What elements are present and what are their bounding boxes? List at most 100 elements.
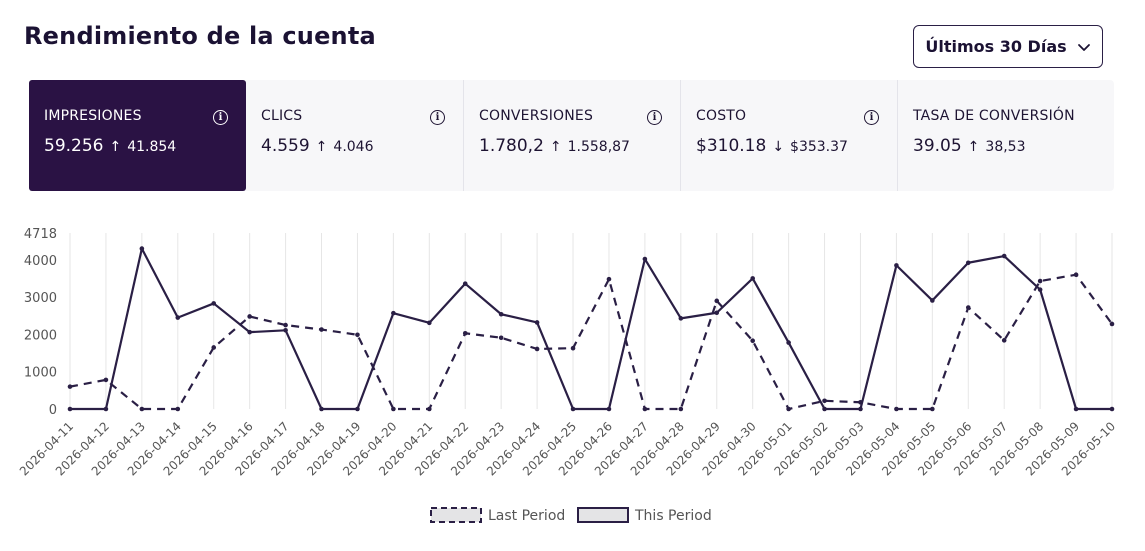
metrics-bar: IMPRESIONES 59.256 ↑ 41.854 i CLICS 4.55…: [29, 80, 1114, 191]
last-period-point: [786, 406, 791, 412]
last-period-point: [678, 406, 684, 412]
this-period-point: [642, 256, 648, 262]
this-period-point: [750, 276, 755, 281]
y-tick-label: 0: [49, 403, 57, 418]
this-period-point: [498, 311, 504, 317]
metric-card-conversion-rate[interactable]: TASA DE CONVERSIÓN 39.05 ↑ 38,53: [898, 80, 1114, 191]
this-period-point: [139, 246, 145, 251]
this-period-point: [1073, 406, 1079, 412]
last-period-point: [355, 332, 360, 338]
y-tick-label: 1000: [24, 366, 57, 381]
this-period-point: [822, 406, 827, 412]
info-icon[interactable]: i: [430, 110, 445, 125]
metric-value: $310.18: [696, 136, 767, 156]
last-period-point: [965, 305, 971, 310]
metric-card-impressions[interactable]: IMPRESIONES 59.256 ↑ 41.854 i: [29, 80, 246, 191]
this-period-point: [427, 320, 432, 326]
trend-down-icon: ↓: [772, 139, 785, 155]
metric-previous-value: 1.558,87: [567, 139, 630, 155]
metric-label: CLICS: [261, 108, 303, 124]
last-period-point: [930, 406, 935, 412]
last-period-point: [103, 377, 109, 383]
last-period-point: [1073, 272, 1079, 278]
last-period-point: [570, 345, 576, 351]
last-period-point: [247, 314, 252, 319]
page-title: Rendimiento de la cuenta: [24, 22, 376, 50]
this-period-line: [70, 247, 1112, 411]
this-period-point: [319, 406, 324, 412]
last-period-point: [1001, 338, 1007, 343]
this-period-point: [714, 310, 720, 316]
metric-card-clicks[interactable]: CLICS 4.559 ↑ 4.046 i: [246, 80, 464, 191]
date-range-label: Últimos 30 Días: [925, 37, 1067, 56]
metric-label: TASA DE CONVERSIÓN: [913, 108, 1075, 124]
metric-label: CONVERSIONES: [479, 108, 594, 124]
this-period-point: [391, 310, 396, 316]
last-period-point: [67, 384, 73, 389]
legend-swatch: [430, 507, 482, 523]
metric-card-conversions[interactable]: CONVERSIONES 1.780,2 ↑ 1.558,87 i: [464, 80, 681, 191]
last-period-point: [534, 346, 540, 352]
last-period-point: [822, 398, 827, 404]
last-period-point: [462, 330, 468, 336]
this-period-point: [930, 298, 935, 303]
last-period-line: [69, 273, 1113, 411]
this-period-point: [858, 406, 863, 412]
last-period-point: [1109, 321, 1115, 327]
this-period-point: [1109, 406, 1115, 412]
last-period-point: [1037, 278, 1043, 284]
last-period-point: [606, 276, 612, 282]
this-period-point: [175, 315, 181, 320]
legend-label: Last Period: [488, 508, 565, 524]
last-period-point: [391, 406, 396, 412]
legend-swatch: [577, 507, 629, 523]
this-period-point: [1001, 253, 1007, 259]
this-period-point: [570, 406, 576, 412]
trend-up-icon: ↑: [109, 139, 122, 155]
info-icon[interactable]: i: [864, 110, 879, 125]
last-period-point: [175, 406, 181, 412]
last-period-point: [283, 322, 288, 328]
this-period-point: [462, 281, 468, 286]
metric-value: 4.559: [261, 136, 310, 156]
metric-previous-value: 41.854: [127, 139, 177, 155]
y-tick-label: 2000: [24, 328, 57, 343]
info-icon[interactable]: i: [647, 110, 662, 125]
line-chart: 0100020003000400047182026-04-112026-04-1…: [17, 227, 1118, 524]
metric-previous-value: $353.37: [790, 139, 848, 155]
this-period-point: [786, 340, 791, 345]
last-period-point: [427, 406, 432, 412]
this-period-point: [894, 263, 899, 268]
last-period-point: [894, 406, 899, 412]
date-range-dropdown[interactable]: Últimos 30 Días: [913, 25, 1103, 68]
metric-label: COSTO: [696, 108, 747, 124]
trend-up-icon: ↑: [315, 139, 328, 155]
this-period-point: [355, 406, 360, 412]
last-period-point: [642, 406, 648, 412]
metric-value: 1.780,2: [479, 136, 544, 156]
last-period-point: [750, 338, 755, 344]
chevron-down-icon: [1077, 43, 1090, 51]
this-period-point: [965, 260, 971, 266]
this-period-point: [211, 301, 217, 306]
legend-label: This Period: [634, 508, 712, 524]
this-period-point: [103, 406, 109, 412]
last-period-point: [498, 335, 504, 341]
last-period-point: [139, 406, 145, 412]
this-period-point: [678, 316, 684, 321]
this-period-point: [534, 320, 540, 325]
last-period-point: [714, 298, 720, 304]
trend-up-icon: ↑: [549, 139, 562, 155]
last-period-point: [319, 327, 324, 332]
info-icon[interactable]: i: [213, 110, 228, 125]
this-period-point: [247, 329, 252, 335]
metric-label: IMPRESIONES: [44, 108, 142, 124]
this-period-point: [1037, 287, 1043, 292]
y-tick-label: 4718: [24, 227, 57, 242]
last-period-point: [211, 345, 217, 350]
y-tick-label: 3000: [24, 291, 57, 306]
y-tick-label: 4000: [24, 254, 57, 269]
this-period-point: [283, 327, 288, 333]
metric-value: 39.05: [913, 136, 962, 156]
metric-card-cost[interactable]: COSTO $310.18 ↓ $353.37 i: [681, 80, 898, 191]
